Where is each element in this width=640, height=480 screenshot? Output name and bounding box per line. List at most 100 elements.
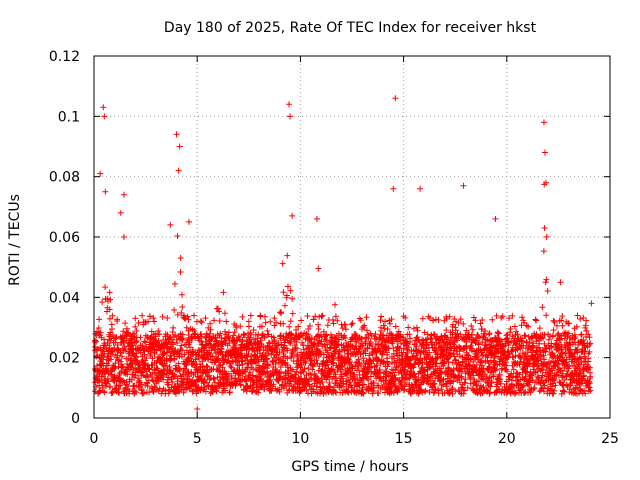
data-point [171,280,178,287]
data-point [315,325,322,332]
data-point [373,362,380,369]
data-point [540,119,547,126]
data-point [117,209,124,216]
data-point [496,371,503,378]
data-point [122,320,129,327]
data-point [319,312,326,319]
data-point [384,326,391,333]
data-point [421,329,428,336]
data-point [293,345,300,352]
data-point [146,366,153,373]
data-point [541,224,548,231]
data-point [308,357,315,364]
data-point [407,335,414,342]
data-point [207,356,214,363]
data-point [438,369,445,376]
data-point [342,321,349,328]
data-point [275,377,282,384]
data-point [143,355,150,362]
data-point [151,318,158,325]
data-point [293,368,300,375]
data-point [354,375,361,382]
data-point [242,357,249,364]
data-point [383,368,390,375]
data-point [397,333,404,340]
data-point [391,380,398,387]
data-point [543,233,550,240]
data-point [449,390,456,397]
data-point [542,279,549,286]
data-point [161,349,168,356]
data-point [245,318,252,325]
data-point [140,390,147,397]
data-point [147,313,154,320]
data-point [238,358,245,365]
data-point [438,386,445,393]
data-point [436,374,443,381]
data-point [302,360,309,367]
data-point [470,380,477,387]
data-point [362,350,369,357]
data-point [144,372,151,379]
data-point [223,381,230,388]
data-point [425,313,432,320]
data-point [316,348,323,355]
data-point [160,371,167,378]
data-point [289,366,296,373]
data-point [102,284,109,291]
data-point [209,335,216,342]
data-point [103,383,110,390]
data-point [175,167,182,174]
data-point [444,334,451,341]
data-point [174,311,181,318]
data-point [357,317,364,324]
data-point [163,358,170,365]
data-point [390,355,397,362]
data-point [237,323,244,330]
data-point [464,351,471,358]
data-point [557,279,564,286]
data-point [428,377,435,384]
data-point [338,383,345,390]
data-point [533,317,540,324]
data-point [180,389,187,396]
data-point [413,324,420,331]
data-point [441,333,448,340]
data-point [492,215,499,222]
data-point [329,359,336,366]
data-point [177,269,184,276]
data-point [460,320,467,327]
data-point [426,349,433,356]
data-point [287,340,294,347]
data-point [222,337,229,344]
data-point [247,312,254,319]
data-point [216,317,223,324]
data-point [221,310,228,317]
data-point [120,234,127,240]
y-axis-label: ROTI / TECUs [7,194,23,286]
data-point [337,366,344,373]
data-point [392,374,399,381]
data-point [297,357,304,364]
data-point [291,383,298,390]
x-tick-label: 0 [90,431,99,447]
data-point [139,342,146,349]
x-tick-label: 10 [291,431,309,447]
data-point [475,341,482,348]
data-point [247,334,254,341]
data-point [486,374,493,381]
data-point [494,362,501,369]
data-point [118,353,125,360]
data-point [360,355,367,362]
data-point [392,95,399,102]
data-point [422,337,429,344]
data-point [255,389,262,396]
data-point [469,326,476,333]
data-point [287,287,294,294]
data-point [419,315,426,322]
data-point [133,328,140,335]
data-point [172,390,179,397]
data-point [277,332,284,339]
data-point [249,344,256,351]
data-point [169,379,176,386]
